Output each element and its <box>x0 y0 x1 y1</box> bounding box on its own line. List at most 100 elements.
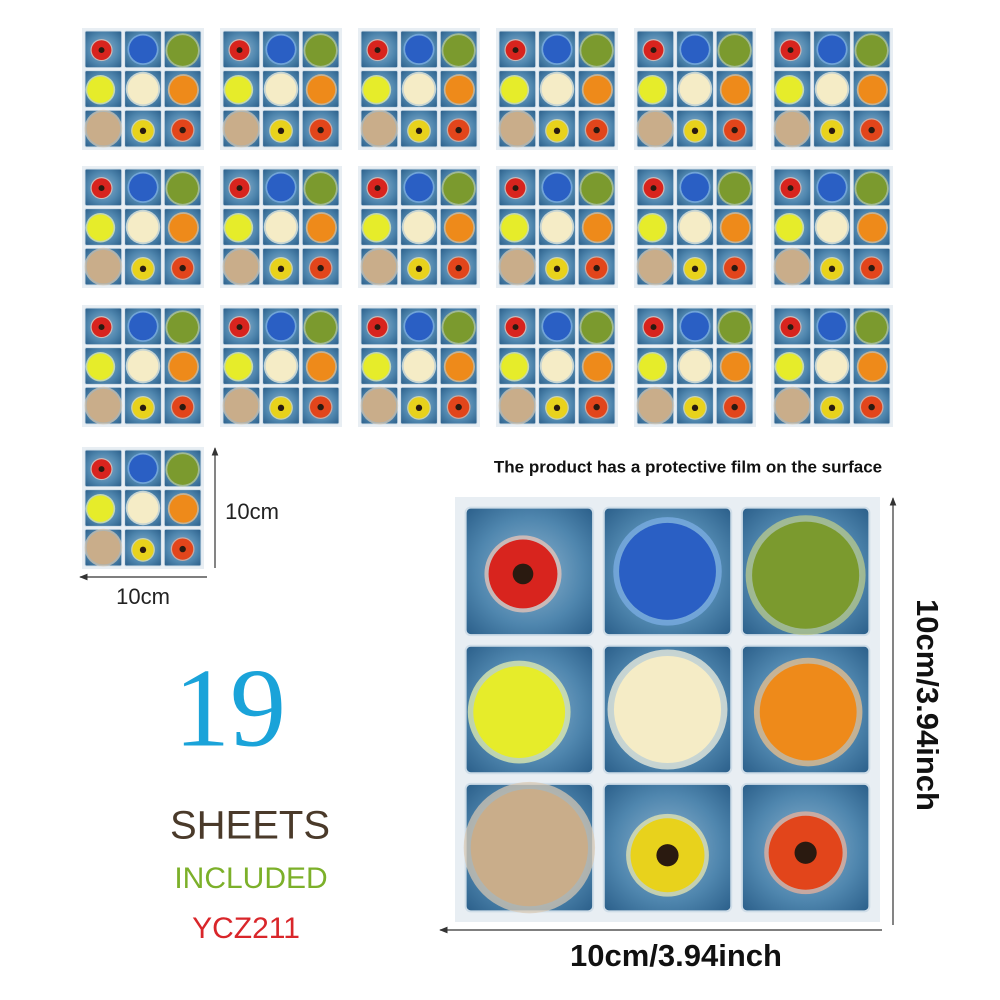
tile-dot-center <box>828 127 836 135</box>
tile-sheet <box>358 305 480 427</box>
tile-dot <box>541 211 573 243</box>
tile-dot <box>541 73 573 105</box>
tile-dot-center <box>787 324 794 331</box>
tile-dot <box>305 35 337 66</box>
tile-dot <box>583 213 612 242</box>
tile-dot <box>265 350 297 382</box>
tile-dot-center <box>415 265 423 273</box>
caption: The product has a protective film on the… <box>494 457 882 476</box>
tile-dot <box>167 312 199 343</box>
tile-dot <box>759 663 857 761</box>
tile-dot-center <box>98 185 105 192</box>
tile-dot <box>581 312 613 343</box>
tile-dot <box>445 75 474 104</box>
tile-dot-center <box>787 47 794 54</box>
tile-dot <box>776 214 803 241</box>
tile-dot-center <box>731 126 738 134</box>
tile-dot <box>639 214 666 241</box>
tile-dot <box>858 75 887 104</box>
tile-dot <box>87 76 114 103</box>
tile-sheet <box>220 166 342 288</box>
tile-dot <box>127 492 159 524</box>
tile-sheet <box>82 305 204 427</box>
tile-dot-center <box>374 185 381 192</box>
tile-dot-center <box>512 47 519 54</box>
tile-dot <box>639 353 666 380</box>
tile-dot <box>224 249 259 284</box>
tile-dot-center <box>656 844 679 867</box>
tile-dot-center <box>512 324 519 331</box>
tile-dot <box>363 214 390 241</box>
tile-dot <box>305 312 337 343</box>
tile-dot <box>403 350 435 382</box>
tile-dot <box>267 312 295 341</box>
tile-dot <box>265 73 297 105</box>
tile-dot <box>775 111 810 146</box>
tile-dot <box>129 173 157 202</box>
tile-dot <box>816 211 848 243</box>
tile-dot <box>719 35 751 66</box>
tile-sheet <box>220 28 342 150</box>
tile-dot-center <box>731 403 738 411</box>
tile-dot-center <box>415 404 423 412</box>
tile-dot <box>543 312 571 341</box>
tile-dot-center <box>374 324 381 331</box>
tile-dot-center <box>553 127 561 135</box>
tile-dot-center <box>139 546 147 554</box>
tile-dot-center <box>868 403 875 411</box>
tile-dot <box>775 388 810 423</box>
tile-dot-center <box>650 47 657 54</box>
tile-dot-center <box>731 264 738 272</box>
small-height-label: 10cm <box>225 499 279 524</box>
tile-dot-center <box>691 404 699 412</box>
tile-sheet <box>771 305 893 427</box>
tile-dot-center <box>236 324 243 331</box>
sheets-label: SHEETS <box>170 804 330 848</box>
tile-dot <box>858 213 887 242</box>
tile-sheet <box>455 497 880 922</box>
tile-dot <box>87 353 114 380</box>
tile-dot <box>445 352 474 381</box>
tile-sheet <box>634 28 756 150</box>
tile-dot <box>362 249 397 284</box>
tile-dot-center <box>98 324 105 331</box>
tile-dot <box>752 521 860 629</box>
included-label: INCLUDED <box>174 862 327 895</box>
tile-dot <box>681 173 709 202</box>
tile-dot <box>776 76 803 103</box>
tile-dot <box>638 249 673 284</box>
tile-dot-center <box>236 185 243 192</box>
tile-dot-center <box>277 265 285 273</box>
tile-dot <box>307 213 336 242</box>
tile-sheet <box>220 305 342 427</box>
tile-dot <box>127 350 159 382</box>
tile-dot <box>775 249 810 284</box>
tile-dot <box>818 173 846 202</box>
tile-dot-center <box>828 265 836 273</box>
tile-dot <box>443 35 475 66</box>
tile-dot-center <box>317 403 324 411</box>
tile-dot <box>541 350 573 382</box>
large-width-label: 10cm/3.94inch <box>570 938 782 973</box>
tile-sheet <box>496 28 618 150</box>
tile-dot <box>638 111 673 146</box>
tile-dot <box>307 75 336 104</box>
tile-dot <box>856 173 888 204</box>
tile-dot <box>167 173 199 204</box>
tile-dot <box>169 352 198 381</box>
tile-dot <box>225 214 252 241</box>
tile-dot <box>86 388 121 423</box>
tile-sheet <box>358 28 480 150</box>
tile-dot <box>225 76 252 103</box>
tile-dot <box>679 350 711 382</box>
tile-dot-center <box>139 404 147 412</box>
tile-dot <box>267 35 295 64</box>
tile-dot <box>679 211 711 243</box>
tile-dot <box>443 312 475 343</box>
tile-dot <box>858 352 887 381</box>
tile-dot-center <box>455 264 462 272</box>
tile-sheet <box>634 305 756 427</box>
tile-dot <box>639 76 666 103</box>
tile-dot <box>265 211 297 243</box>
